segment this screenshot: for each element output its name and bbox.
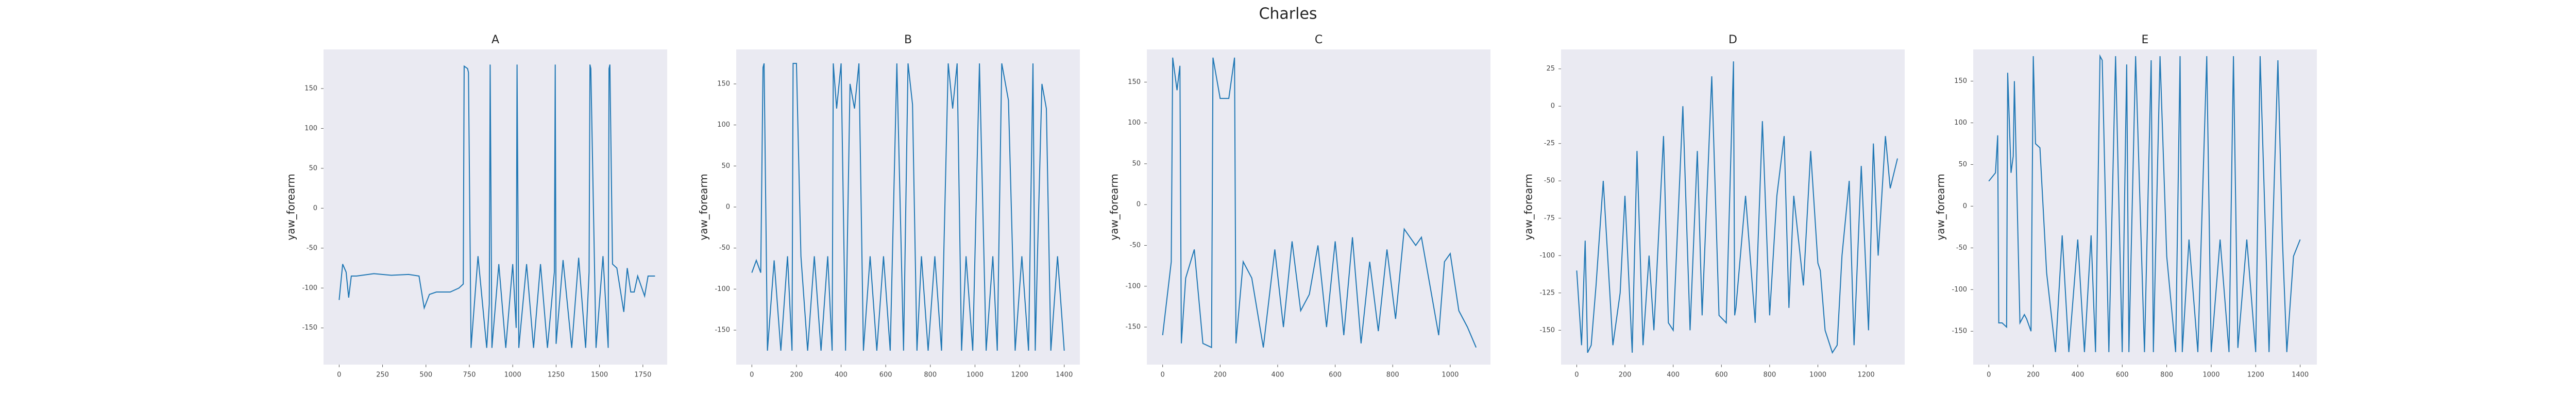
y-tick-label: -50 <box>1130 242 1141 249</box>
x-tick-label: 400 <box>1667 371 1680 379</box>
x-tick-label: 1000 <box>2202 371 2219 379</box>
y-tick-label: -25 <box>1544 140 1555 147</box>
x-tick-label: 500 <box>419 371 432 379</box>
x-tick-label: 800 <box>1763 371 1776 379</box>
x-tick-label: 1000 <box>1442 371 1459 379</box>
y-tick-label: -50 <box>719 244 730 252</box>
subplot-title: C <box>1315 33 1323 46</box>
x-tick-label: 0 <box>750 371 754 379</box>
x-tick-label: 600 <box>879 371 892 379</box>
x-tick-label: 800 <box>1386 371 1399 379</box>
y-tick-label: -150 <box>1952 328 1967 335</box>
y-tick-label: -150 <box>302 324 317 332</box>
y-tick-label: 50 <box>1132 160 1141 167</box>
y-tick-label: -150 <box>1539 327 1555 334</box>
x-tick-label: 0 <box>337 371 341 379</box>
y-tick-label: -100 <box>715 285 730 293</box>
subplot-title: E <box>2142 33 2149 46</box>
subplot-title: D <box>1728 33 1737 46</box>
y-tick-label: -50 <box>307 244 317 252</box>
subplot-title: A <box>492 33 499 46</box>
y-tick-label: 0 <box>1963 202 1967 210</box>
x-tick-label: 1200 <box>1858 371 1875 379</box>
y-axis-label: yaw_forearm <box>1522 174 1535 240</box>
x-tick-label: 1400 <box>1056 371 1073 379</box>
data-line <box>751 63 1065 351</box>
y-tick-label: 100 <box>717 121 730 129</box>
y-tick-label: -50 <box>1544 177 1555 185</box>
x-tick-label: 600 <box>1329 371 1342 379</box>
y-tick-label: 0 <box>313 204 317 212</box>
x-tick-label: 0 <box>1574 371 1579 379</box>
x-tick-label: 600 <box>2116 371 2129 379</box>
y-tick-label: 150 <box>1128 78 1141 86</box>
x-tick-label: 0 <box>1987 371 1991 379</box>
y-tick-label: 150 <box>717 80 730 88</box>
y-tick-label: -125 <box>1539 289 1555 297</box>
y-axis-label: yaw_forearm <box>1108 174 1121 240</box>
data-line <box>1162 57 1477 349</box>
x-tick-label: 600 <box>1715 371 1728 379</box>
x-tick-label: 1750 <box>634 371 651 379</box>
y-tick-label: -150 <box>715 327 730 334</box>
y-tick-label: -75 <box>1544 214 1555 222</box>
y-axis-label: yaw_forearm <box>1935 174 1947 240</box>
y-tick-label: 0 <box>726 203 730 211</box>
y-tick-label: 100 <box>1128 119 1141 127</box>
x-tick-label: 250 <box>376 371 389 379</box>
y-tick-label: 100 <box>1954 119 1967 127</box>
x-tick-label: 400 <box>835 371 848 379</box>
y-tick-label: 150 <box>304 84 317 92</box>
data-line <box>1988 54 2301 352</box>
y-tick-label: 50 <box>309 164 317 172</box>
data-line <box>338 64 655 348</box>
x-tick-label: 200 <box>2027 371 2040 379</box>
y-axis-label: yaw_forearm <box>698 174 710 240</box>
x-tick-label: 400 <box>2071 371 2084 379</box>
x-tick-label: 1000 <box>1809 371 1826 379</box>
y-tick-label: 150 <box>1954 77 1967 85</box>
y-tick-label: -100 <box>302 284 317 292</box>
y-tick-label: 25 <box>1546 65 1555 73</box>
figure-title: Charles <box>1259 5 1317 23</box>
x-tick-label: 200 <box>1619 371 1632 379</box>
x-tick-label: 1000 <box>504 371 521 379</box>
y-tick-label: 50 <box>721 162 730 170</box>
x-tick-label: 800 <box>2160 371 2173 379</box>
y-tick-label: -100 <box>1952 286 1967 294</box>
x-tick-label: 1500 <box>591 371 608 379</box>
x-tick-label: 1000 <box>967 371 984 379</box>
data-line <box>1576 61 1898 354</box>
plot-area <box>1147 49 1490 365</box>
y-axis-label: yaw_forearm <box>285 174 297 240</box>
x-tick-label: 200 <box>1214 371 1227 379</box>
plot-area <box>324 49 667 365</box>
y-tick-label: -50 <box>1956 244 1967 252</box>
y-tick-label: 50 <box>1958 161 1967 168</box>
y-tick-label: -100 <box>1125 282 1141 290</box>
x-tick-label: 750 <box>463 371 476 379</box>
x-tick-label: 800 <box>924 371 937 379</box>
x-tick-label: 1250 <box>548 371 565 379</box>
x-tick-label: 0 <box>1161 371 1165 379</box>
y-tick-label: 0 <box>1137 201 1141 209</box>
y-tick-label: 0 <box>1551 102 1555 110</box>
y-tick-label: -150 <box>1125 323 1141 331</box>
x-tick-label: 1200 <box>2247 371 2264 379</box>
x-tick-label: 1400 <box>2292 371 2309 379</box>
x-tick-label: 200 <box>790 371 803 379</box>
x-tick-label: 400 <box>1272 371 1284 379</box>
y-tick-label: 100 <box>304 125 317 132</box>
plot-area <box>736 49 1080 365</box>
y-tick-label: -100 <box>1539 252 1555 260</box>
subplot-title: B <box>904 33 912 46</box>
x-tick-label: 1200 <box>1011 371 1028 379</box>
